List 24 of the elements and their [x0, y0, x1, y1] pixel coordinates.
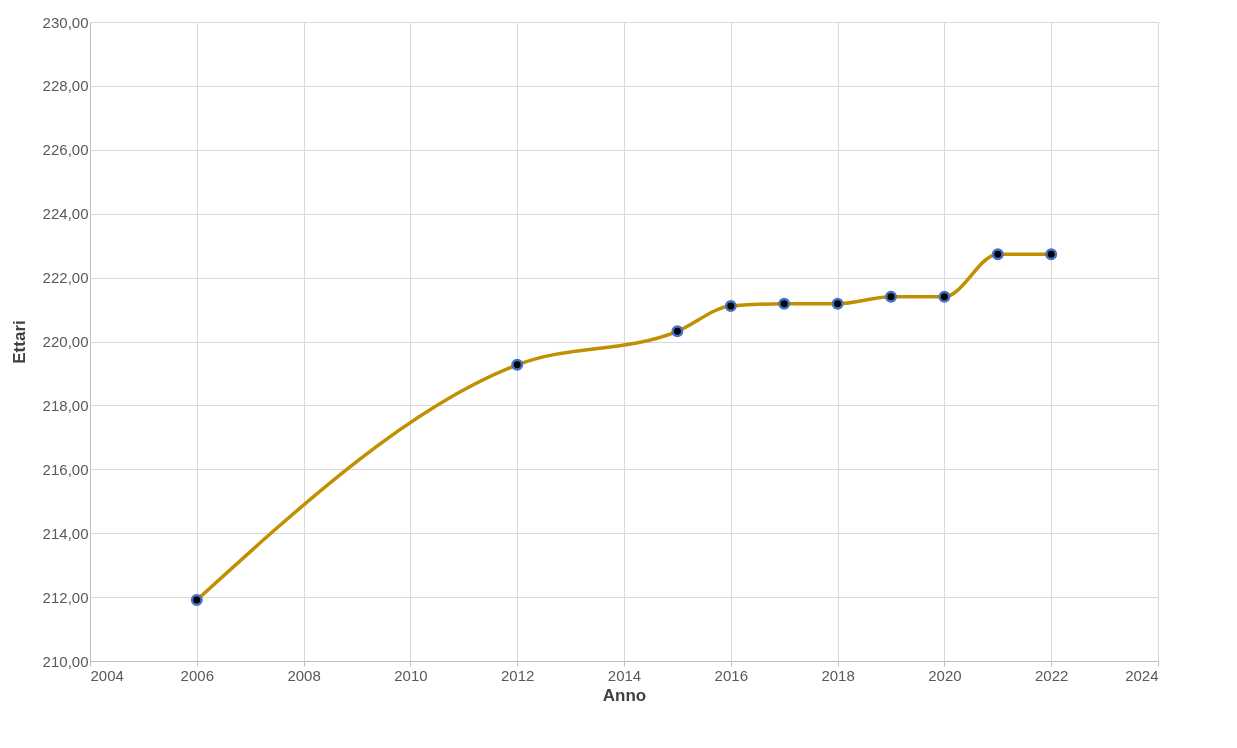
- x-tick-label: 2018: [821, 666, 855, 684]
- x-tick-label: 2006: [180, 666, 214, 684]
- y-tick-label: 220,00: [42, 333, 89, 350]
- y-tick-label: 212,00: [42, 588, 89, 606]
- x-tick-label: 2012: [501, 666, 535, 684]
- y-tick-label: 218,00: [42, 396, 89, 414]
- y-tick-label: 230,00: [42, 13, 89, 31]
- x-tick-label: 2014: [607, 666, 642, 684]
- y-tick-label: 224,00: [42, 205, 89, 223]
- y-tick-label: 228,00: [42, 77, 89, 95]
- x-axis-title: Anno: [602, 685, 647, 705]
- y-axis-title: Ettari: [9, 320, 29, 364]
- y-tick-label: 222,00: [42, 269, 89, 287]
- x-tick-label: 2024: [1125, 666, 1159, 684]
- y-tick-label: 214,00: [42, 524, 89, 542]
- x-tick-label: 2016: [714, 666, 748, 684]
- y-tick-label: 210,00: [42, 652, 89, 670]
- x-tick-label: 2010: [394, 666, 428, 684]
- y-tick-label: 216,00: [42, 460, 89, 478]
- x-tick-label: 2008: [287, 666, 321, 684]
- x-tick-label: 2020: [928, 666, 962, 684]
- x-tick-label: 2004: [90, 666, 124, 684]
- x-tick-label: 2022: [1035, 666, 1069, 684]
- y-tick-label: 226,00: [42, 141, 89, 159]
